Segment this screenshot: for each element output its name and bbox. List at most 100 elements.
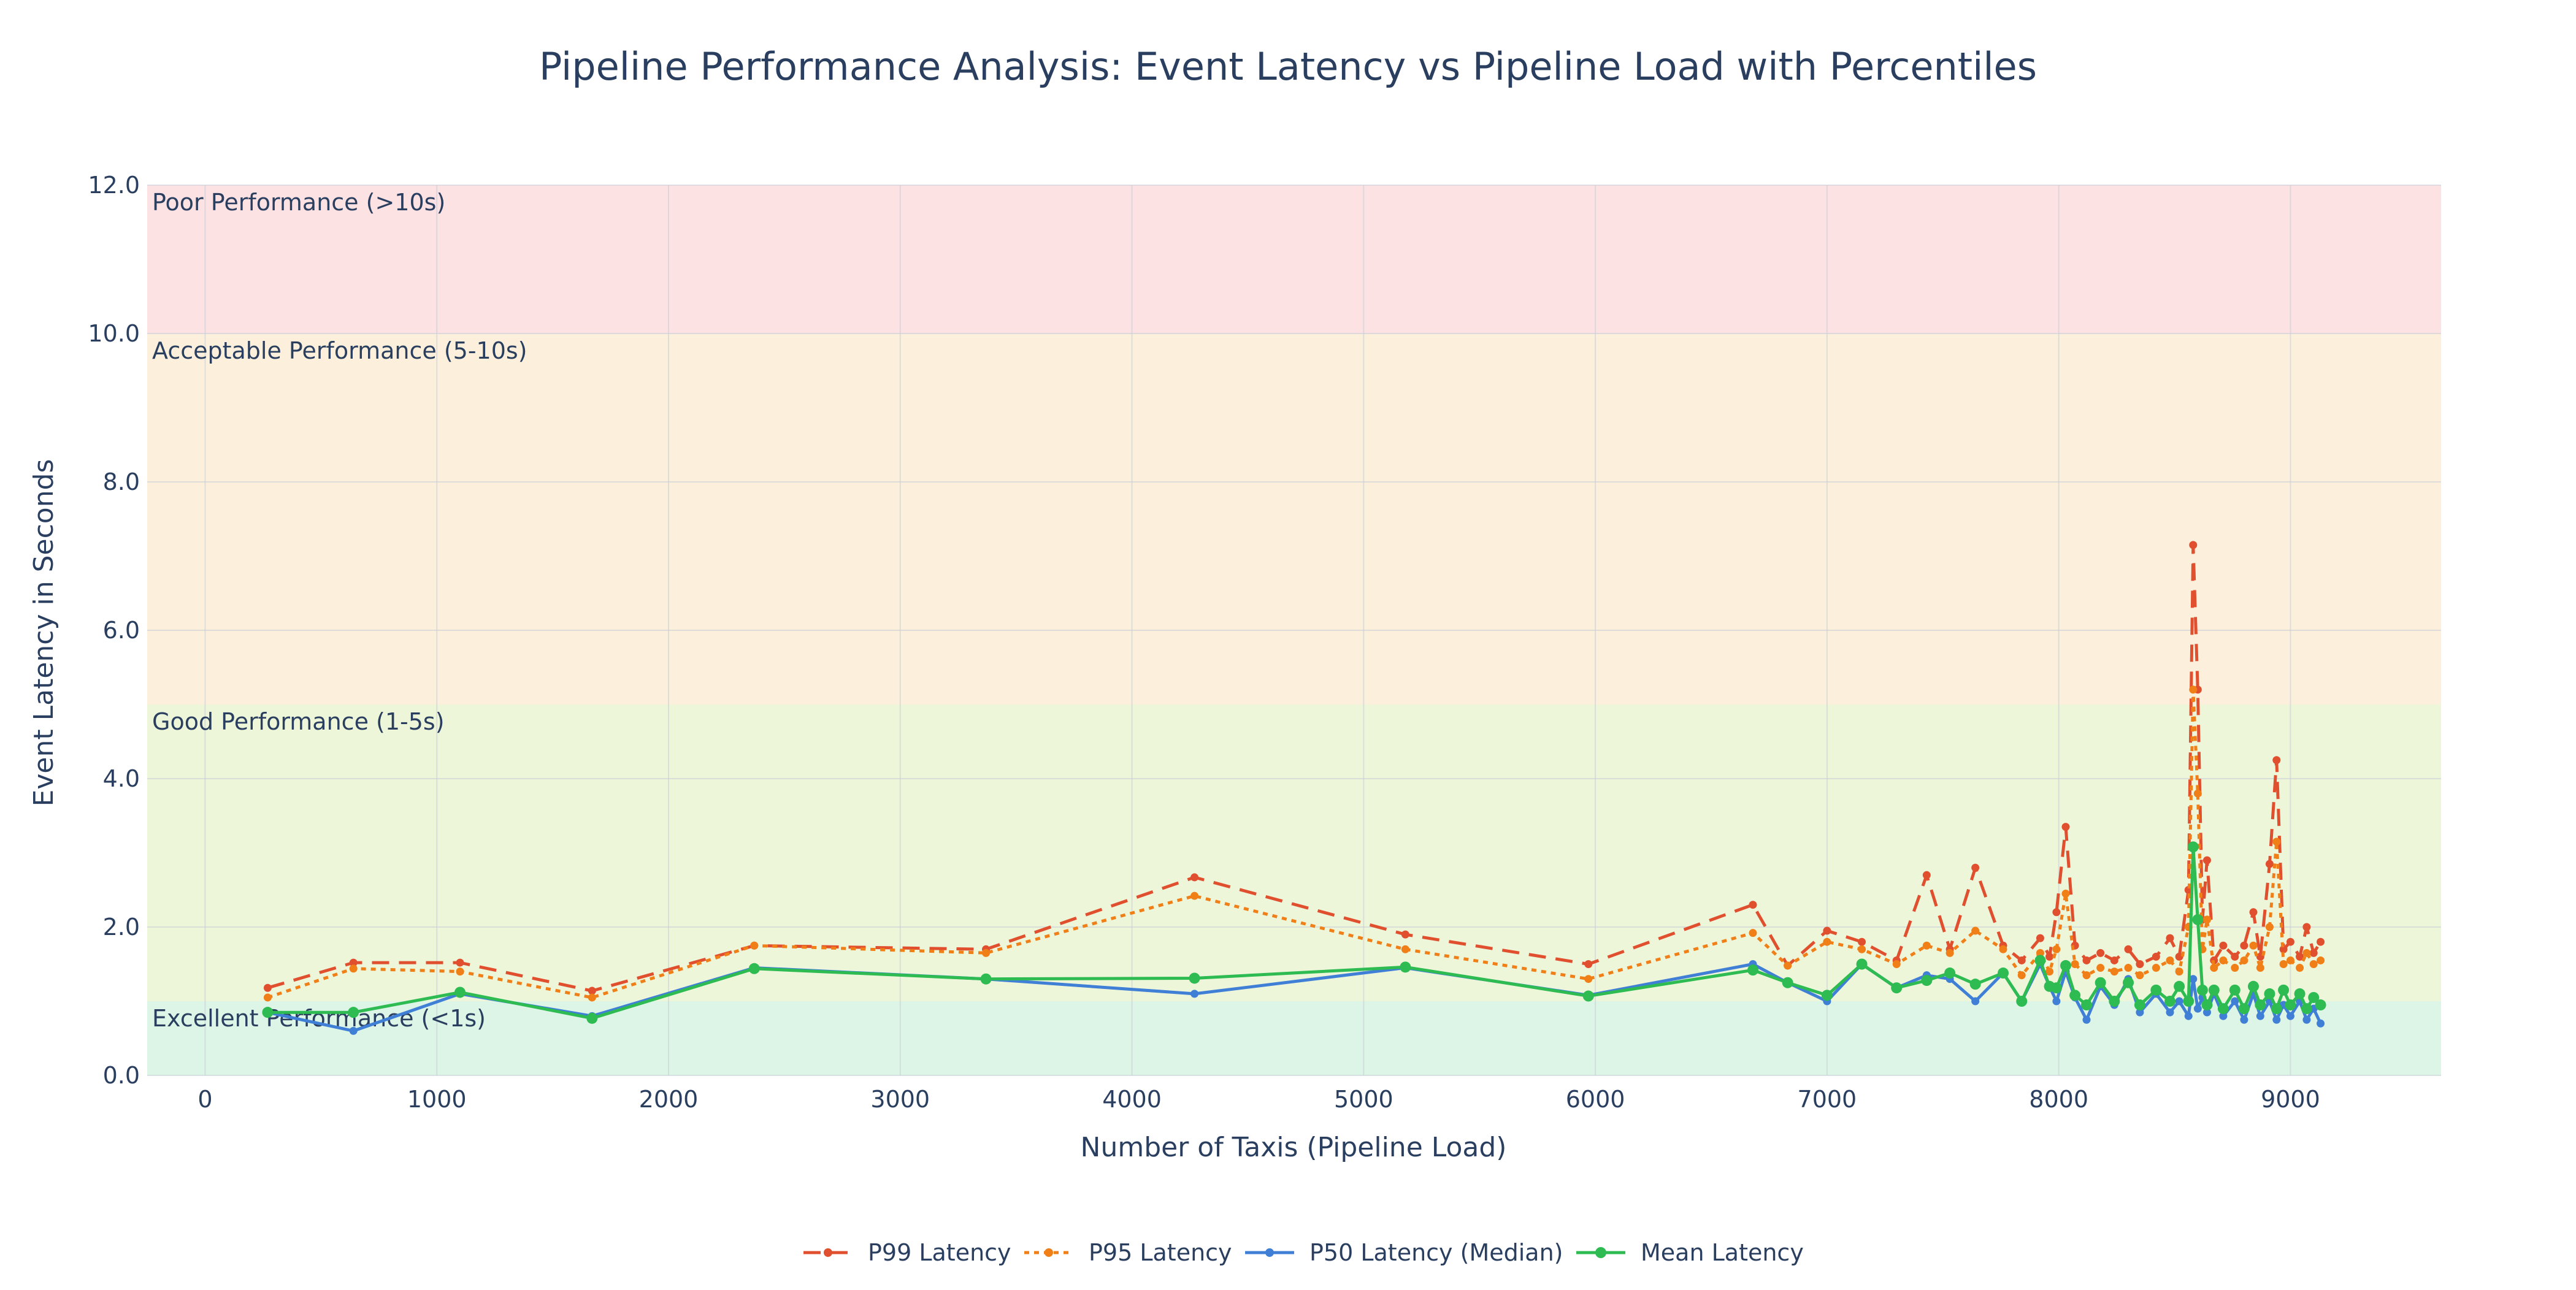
y-tick-label: 2.0 (103, 914, 140, 941)
data-point (2110, 968, 2118, 976)
legend-swatch-marker (1595, 1247, 1606, 1258)
data-point (1190, 990, 1199, 998)
data-point (2301, 1003, 2312, 1015)
data-point (2279, 960, 2288, 968)
x-tick-label: 7000 (1798, 1086, 1857, 1113)
data-point (2150, 984, 2162, 996)
x-tick-label: 6000 (1566, 1086, 1625, 1113)
data-point (2278, 984, 2290, 996)
data-point (588, 987, 596, 995)
data-point (2189, 541, 2198, 549)
data-point (1971, 997, 1980, 1006)
data-point (2045, 952, 2054, 961)
data-point (2174, 980, 2185, 992)
legend[interactable]: P99 Latency P95 Latency P50 Latency (Media… (803, 1239, 1804, 1266)
data-point (1921, 975, 1933, 987)
data-point (2175, 968, 2183, 976)
data-point (2302, 948, 2311, 957)
series-mean-latency (262, 841, 2326, 1024)
data-point (2202, 1008, 2211, 1017)
series-p95-latency (263, 685, 2325, 1002)
data-point (1856, 958, 1868, 970)
data-point (982, 948, 991, 957)
data-point (2071, 960, 2079, 968)
data-point (1190, 891, 1199, 900)
legend-item-p95-latency[interactable]: P95 Latency (1024, 1239, 1232, 1266)
x-tick-label: 4000 (1102, 1086, 1162, 1113)
data-point (2294, 988, 2306, 999)
legend-label: P95 Latency (1089, 1239, 1232, 1266)
x-tick-label: 2000 (639, 1086, 699, 1113)
data-point (1858, 937, 1866, 946)
data-series (262, 541, 2326, 1035)
data-point (2189, 685, 2198, 694)
data-point (2184, 1012, 2193, 1020)
data-point (2082, 1015, 2091, 1024)
x-tick-label: 5000 (1334, 1086, 1393, 1113)
data-point (2249, 908, 2258, 917)
data-point (2255, 999, 2266, 1011)
data-point (2193, 789, 2202, 798)
data-point (2166, 956, 2174, 964)
data-point (2202, 856, 2211, 864)
data-point (2317, 1019, 2325, 1028)
data-point (2152, 952, 2160, 961)
data-point (2069, 990, 2081, 1001)
band-good-performance-1-5s (147, 704, 2441, 1001)
data-point (2081, 999, 2092, 1011)
band-acceptable-performance-5-10s (147, 334, 2441, 704)
data-point (2166, 1008, 2174, 1017)
legend-label: P99 Latency (868, 1239, 1011, 1266)
data-point (2240, 956, 2248, 964)
legend-item-p99-latency[interactable]: P99 Latency (803, 1239, 1011, 1266)
data-point (2208, 984, 2220, 996)
data-point (2060, 960, 2071, 971)
data-point (263, 993, 272, 1002)
legend-item-p50-latency-median[interactable]: P50 Latency (Median) (1245, 1239, 1563, 1266)
y-tick-label: 0.0 (103, 1062, 140, 1089)
data-point (2219, 956, 2228, 964)
data-point (2240, 941, 2248, 950)
data-point (1971, 926, 1980, 935)
band-label: Acceptable Performance (5-10s) (152, 337, 527, 364)
data-point (2219, 1012, 2228, 1020)
data-point (2296, 952, 2304, 961)
data-point (2166, 934, 2174, 942)
data-point (2272, 838, 2281, 846)
data-point (1401, 945, 1409, 953)
data-point (750, 941, 759, 950)
data-point (2082, 971, 2091, 980)
band-label: Poor Performance (>10s) (152, 189, 445, 216)
data-point (2061, 890, 2070, 898)
legend-swatch-marker (1265, 1248, 1274, 1257)
data-point (2286, 1012, 2294, 1020)
data-point (1190, 873, 1199, 882)
data-point (2045, 968, 2054, 976)
y-tick-label: 10.0 (88, 320, 140, 347)
data-point (2136, 971, 2144, 980)
data-point (2256, 1012, 2264, 1020)
legend-item-mean-latency[interactable]: Mean Latency (1576, 1239, 1804, 1266)
data-point (2095, 977, 2106, 988)
data-point (2124, 945, 2133, 953)
data-point (2202, 915, 2211, 924)
data-point (1189, 972, 1200, 984)
data-point (2193, 1004, 2202, 1013)
data-point (1582, 990, 1594, 1002)
data-point (2279, 945, 2288, 953)
data-point (2017, 971, 2026, 980)
data-point (2231, 952, 2239, 961)
data-point (2136, 960, 2144, 968)
y-axis-label: Event Latency in Seconds (28, 459, 59, 807)
data-point (1749, 901, 1757, 909)
data-point (2219, 941, 2228, 950)
data-point (1971, 863, 1980, 872)
x-tick-label: 0 (197, 1086, 212, 1113)
data-point (2315, 999, 2326, 1011)
data-point (349, 964, 358, 973)
data-point (1782, 977, 1793, 988)
series-line-p99-latency (267, 543, 2322, 993)
data-point (454, 987, 466, 998)
